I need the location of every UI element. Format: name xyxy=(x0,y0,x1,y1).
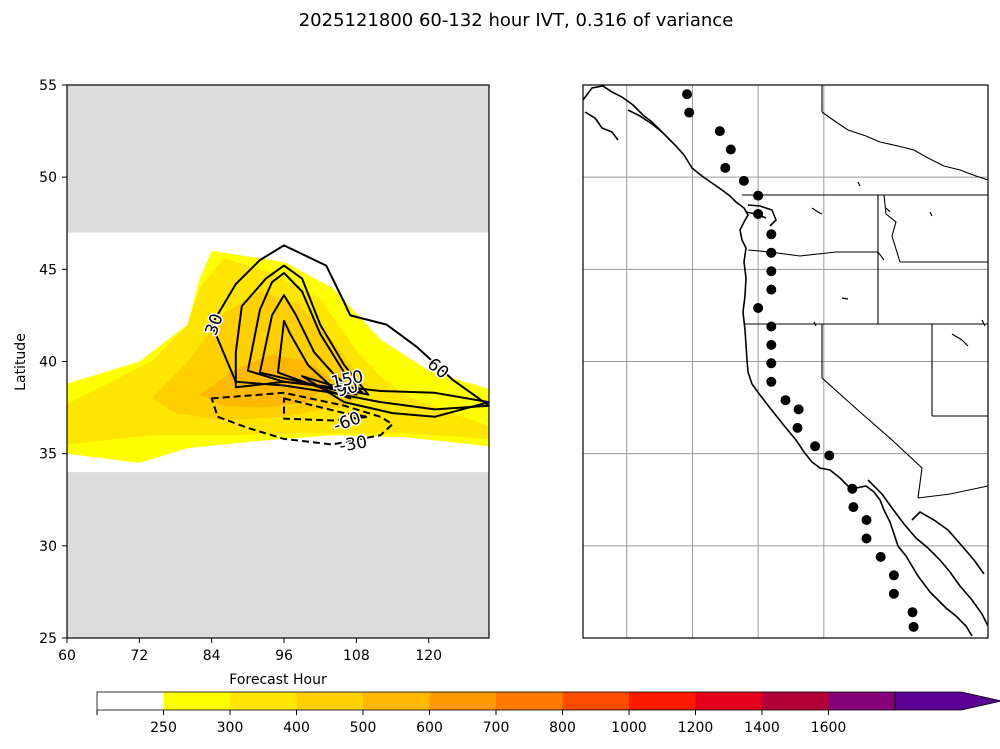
colorbar-cell xyxy=(429,692,496,710)
colorbar-tick-label: 1200 xyxy=(678,720,714,736)
colorbar-tick-label: 300 xyxy=(217,720,244,736)
colorbar-cell xyxy=(296,692,363,710)
coast-station-dot xyxy=(753,303,764,313)
colorbar-tick-label: 1400 xyxy=(744,720,780,736)
colorbar-tick-label: 800 xyxy=(549,720,576,736)
colorbar-extend-arrow xyxy=(894,691,1000,711)
coast-station-dot xyxy=(766,321,777,332)
coast-station-dot xyxy=(753,190,764,201)
contour-label: -30 xyxy=(338,432,369,457)
coast-station-dot xyxy=(888,588,899,599)
x-tick-label: 96 xyxy=(275,648,293,664)
x-tick-label: 60 xyxy=(58,648,76,664)
y-tick-label: 55 xyxy=(39,78,57,94)
masked-band-1 xyxy=(67,472,489,638)
y-tick-label: 45 xyxy=(39,262,57,278)
coast-station-dot xyxy=(793,404,804,415)
coast-station-dot xyxy=(810,441,821,452)
coast-station-dot xyxy=(684,107,695,118)
coast-station-dot xyxy=(908,621,919,632)
coast-station-dot xyxy=(888,570,899,581)
x-tick-label: 72 xyxy=(130,648,148,664)
west-coast-map-panel xyxy=(582,84,989,639)
colorbar-tick-label: 500 xyxy=(350,720,377,736)
ivt-colorbar: 250 300 400 500 600 700 800 1000 1200 1400 1600 xyxy=(96,691,1000,736)
right-axes-frame xyxy=(582,84,989,639)
coast-station-dot xyxy=(714,126,725,137)
coast-station-dot xyxy=(766,229,777,240)
chart-title: 2025121800 60-132 hour IVT, 0.316 of var… xyxy=(299,10,734,31)
coast-station-dot xyxy=(861,515,872,525)
y-tick-label: 50 xyxy=(39,170,57,186)
coast-station-dot xyxy=(720,162,731,173)
contour-line-120-4 xyxy=(258,294,358,396)
coast-station-dot xyxy=(766,339,777,350)
coast-station-dot xyxy=(824,450,835,461)
y-tick-label: 35 xyxy=(39,447,57,463)
x-tick-label: 108 xyxy=(343,648,370,664)
colorbar-cell xyxy=(629,692,696,710)
colorbar-cell xyxy=(562,692,629,710)
ivt-fill-500 xyxy=(199,354,333,408)
state-borders xyxy=(742,85,988,499)
colorbar-cell xyxy=(496,692,563,710)
colorbar-cell xyxy=(163,692,230,710)
colorbar-tick-label: 700 xyxy=(483,720,510,736)
colorbar-tick-label: 600 xyxy=(416,720,443,736)
coast-station-dot xyxy=(861,533,872,544)
coast-station-dot xyxy=(725,144,736,155)
x-axis-label: Forecast Hour xyxy=(229,672,327,688)
coast-station-dot xyxy=(766,247,777,258)
coast-station-dot xyxy=(792,422,803,433)
contour-line--30-6 xyxy=(210,391,394,446)
coast-station-dot xyxy=(738,175,749,186)
colorbar-cell xyxy=(762,692,829,710)
coast-station-dot xyxy=(875,551,886,562)
coast-station-dot xyxy=(753,209,764,219)
y-tick-label: 30 xyxy=(39,539,57,555)
x-tick-label: 120 xyxy=(415,648,442,664)
coast-station-dot xyxy=(682,89,692,100)
x-tick-label: 84 xyxy=(203,648,221,664)
coast-station-dot xyxy=(766,376,777,387)
colorbar-cell xyxy=(230,692,297,710)
colorbar-cell xyxy=(363,692,430,710)
colorbar-tick-label: 250 xyxy=(150,720,177,736)
colorbar-tick-label: 1600 xyxy=(811,720,847,736)
coast-station-dot xyxy=(847,483,858,494)
colorbar-cell xyxy=(828,692,895,710)
y-tick-label: 25 xyxy=(39,631,57,647)
contour-line-60-1 xyxy=(210,244,489,411)
coast-station-dot xyxy=(907,607,918,618)
coast-station-dot xyxy=(766,358,777,369)
colorbar-tick-label: 1000 xyxy=(611,720,647,736)
coast-station-dot xyxy=(766,284,777,295)
contour-line-150-5 xyxy=(277,319,352,400)
coast-station-dot xyxy=(780,395,791,406)
colorbar-cell xyxy=(97,692,164,710)
coast-station-dot xyxy=(848,502,859,513)
coast-station-dot xyxy=(766,266,777,277)
masked-band-0 xyxy=(67,85,489,233)
colorbar-tick-label: 400 xyxy=(283,720,310,736)
y-axis-label: Latitude xyxy=(13,333,29,391)
colorbar-cell xyxy=(695,692,762,710)
y-tick-label: 40 xyxy=(39,355,57,371)
coastline xyxy=(583,85,988,637)
contour-line--60-7 xyxy=(283,397,370,422)
lakes xyxy=(811,181,986,347)
